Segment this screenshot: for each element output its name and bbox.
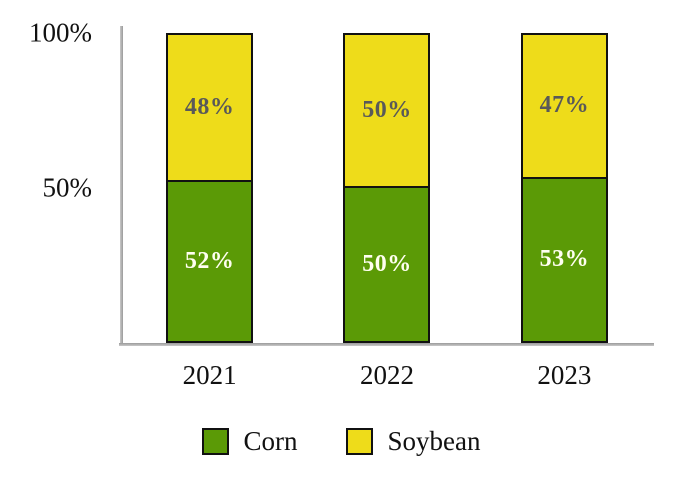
x-tick-label: 2023	[537, 360, 592, 390]
bar-group-2023: 47% 53%	[476, 33, 653, 343]
stacked-bar: 47% 53%	[520, 33, 608, 343]
y-axis-line	[120, 26, 123, 346]
segment-value-label: 53%	[539, 246, 590, 273]
bar-segment-soybean: 47%	[520, 33, 608, 179]
x-tick-label: 2021	[182, 360, 237, 390]
segment-value-label: 48%	[184, 93, 235, 120]
segment-value-label: 50%	[362, 251, 412, 277]
legend-label: Corn	[243, 426, 298, 456]
legend-swatch-soybean	[345, 428, 373, 455]
y-tick-label: 100%	[29, 17, 92, 48]
segment-value-label: 47%	[539, 92, 590, 119]
segment-value-label: 52%	[184, 247, 235, 274]
legend-label: Soybean	[387, 426, 481, 456]
stacked-bar: 48% 52%	[166, 33, 254, 343]
bar-segment-soybean: 50%	[343, 33, 431, 188]
bar-group-2022: 50% 50%	[298, 33, 475, 343]
bar-segment-corn: 52%	[166, 179, 254, 343]
legend-item-soybean: Soybean	[345, 426, 481, 457]
segment-value-label: 50%	[362, 97, 412, 123]
x-axis-line	[119, 343, 654, 346]
legend-swatch-corn	[201, 428, 229, 455]
y-tick-label: 50%	[42, 172, 93, 203]
stacked-bar: 50% 50%	[343, 33, 431, 343]
plot-area: 48% 52% 50% 50% 47% 53%	[121, 33, 653, 343]
bar-segment-soybean: 48%	[166, 33, 254, 182]
x-tick-label: 2022	[360, 360, 414, 390]
bar-group-2021: 48% 52%	[121, 33, 298, 343]
bar-segment-corn: 53%	[520, 176, 608, 343]
legend-item-corn: Corn	[201, 426, 298, 457]
legend: Corn Soybean	[0, 426, 682, 457]
bar-segment-corn: 50%	[343, 186, 431, 343]
